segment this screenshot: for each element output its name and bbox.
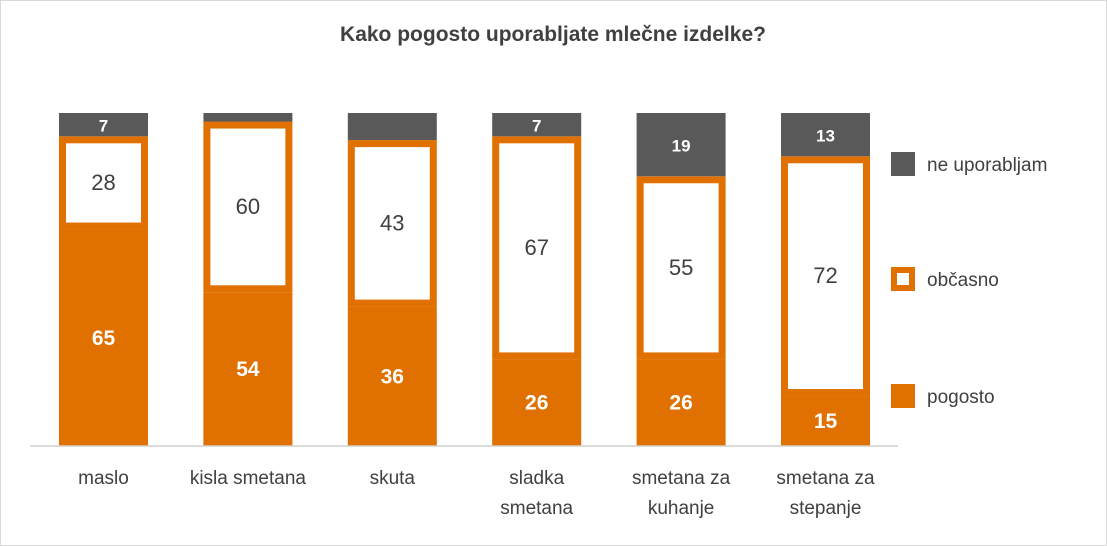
data-label-bar-pogosto-0: 65: [92, 327, 116, 350]
legend-swatch-1: [891, 267, 915, 291]
legend: ne uporabljam občasno pogosto: [891, 152, 1047, 408]
bar-pogosto-3: [492, 359, 582, 446]
category-label-4: smetana za kuhanje: [632, 468, 731, 519]
category-label-2: skuta: [370, 468, 416, 489]
bar-ne-uporabljam-2: [347, 113, 437, 141]
category-labels-group: maslo kisla smetana skuta sladka smetana smet…: [78, 468, 875, 519]
bar-ne-uporabljam-0: [59, 113, 148, 137]
bar-ob-asno-5: [781, 156, 870, 397]
legend-swatch-2: [891, 384, 915, 408]
bar-ob-asno-3: [492, 136, 582, 360]
bar-ob-asno-2: [347, 140, 437, 307]
data-label-bar-ne-uporabljam-0: 7: [99, 117, 108, 136]
data-label-bar-pogosto-2: 36: [381, 365, 404, 388]
data-label-bar-pogosto-5: 15: [814, 410, 838, 433]
bar-ne-uporabljam-3: [492, 113, 582, 137]
data-label-bar-ne-uporabljam-5: 13: [816, 127, 835, 146]
category-label-3: sladka smetana: [500, 468, 573, 519]
bar-pogosto-2: [347, 306, 437, 446]
data-label-bar-pogosto-4: 26: [669, 392, 692, 415]
bar-ob-asno-4: [636, 176, 726, 360]
bar-pogosto-1: [203, 292, 293, 446]
bars-group: 65 28 7 54 60 36 43 26 67 7 26 55 19 15 72 13: [59, 113, 870, 446]
data-label-bar-ob-asno-2: 43: [380, 210, 404, 235]
data-label-bar-ob-asno-1: 60: [236, 194, 260, 219]
bar-ne-uporabljam-4: [636, 113, 726, 177]
data-label-bar-ne-uporabljam-4: 19: [672, 137, 691, 156]
bar-ne-uporabljam-5: [781, 113, 870, 157]
category-label-0: maslo: [78, 468, 129, 489]
legend-item-2: pogosto: [891, 384, 995, 408]
data-label-bar-pogosto-1: 54: [236, 358, 260, 381]
legend-item-0: ne uporabljam: [891, 152, 1047, 176]
legend-label-2: pogosto: [927, 387, 995, 408]
category-label-5: smetana za stepanje: [776, 468, 875, 519]
bar-pogosto-0: [59, 229, 148, 446]
bar-ne-uporabljam-1: [203, 113, 293, 122]
chart-title: Kako pogosto uporabljate mlečne izdelke?: [340, 23, 766, 46]
data-label-bar-pogosto-3: 26: [525, 392, 548, 415]
data-label-bar-ob-asno-3: 67: [524, 235, 548, 260]
data-label-bar-ne-uporabljam-3: 7: [532, 117, 541, 136]
data-label-bar-ob-asno-5: 72: [813, 263, 837, 288]
bar-ob-asno-1: [203, 121, 293, 293]
data-label-bar-ob-asno-0: 28: [91, 170, 115, 195]
bar-pogosto-4: [636, 359, 726, 446]
category-label-1: kisla smetana: [190, 468, 307, 489]
legend-label-1: občasno: [927, 270, 999, 291]
bar-ob-asno-0: [59, 136, 148, 230]
data-label-bar-ob-asno-4: 55: [669, 255, 693, 280]
bar-pogosto-5: [781, 396, 870, 446]
legend-label-0: ne uporabljam: [927, 155, 1047, 176]
legend-item-1: občasno: [891, 267, 999, 291]
legend-swatch-0: [891, 152, 915, 176]
